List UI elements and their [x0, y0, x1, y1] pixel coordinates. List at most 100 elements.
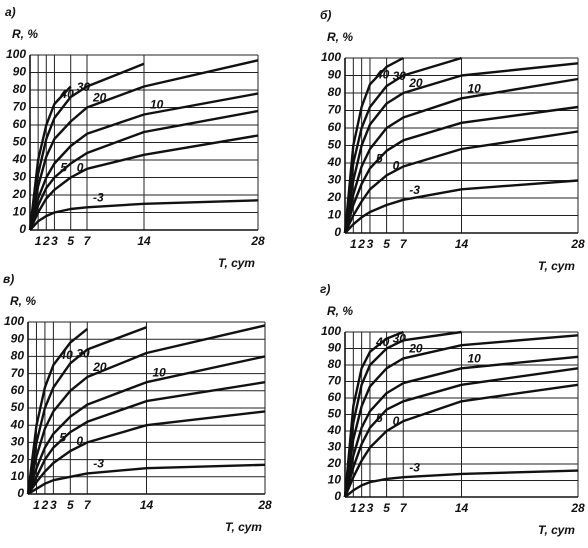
y-tick-label: 70 [11, 366, 25, 380]
curve-label: 30 [393, 332, 407, 346]
curve-label: 40 [58, 348, 73, 362]
y-tick-label: 30 [13, 170, 27, 184]
curve [26, 327, 89, 495]
curve-label: 5 [60, 161, 67, 175]
x-tick-label: 3 [367, 237, 374, 251]
y-tick-label: 90 [328, 68, 342, 82]
x-tick-label: 5 [383, 237, 390, 251]
y-tick-label: 40 [327, 155, 342, 169]
y-tick-label: 20 [10, 452, 25, 466]
curve [343, 105, 579, 234]
curve [26, 355, 266, 495]
y-tick-label: 100 [6, 47, 26, 61]
y-tick-label: 30 [328, 440, 342, 454]
x-tick-label: 1 [350, 501, 357, 515]
curve-label: 0 [77, 161, 84, 175]
y-tick-label: 0 [19, 222, 26, 236]
curve [27, 410, 266, 495]
y-tick-label: 50 [13, 135, 27, 149]
curve [28, 62, 145, 231]
y-tick-label: 20 [327, 456, 342, 470]
curve [343, 62, 579, 234]
y-tick-label: 40 [12, 152, 27, 166]
y-tick-label: 50 [328, 407, 342, 421]
curve-label: 0 [393, 414, 400, 428]
curve [27, 463, 266, 496]
curve [26, 381, 266, 495]
y-tick-label: 60 [11, 383, 25, 397]
y-tick-label: 100 [321, 324, 341, 338]
curve-label: 40 [375, 67, 390, 81]
x-tick-label: 7 [84, 234, 92, 248]
curve-label: 20 [408, 342, 423, 356]
curve-label: 20 [92, 360, 107, 374]
curve-label: 10 [153, 365, 167, 379]
y-tick-label: 50 [328, 138, 342, 152]
y-axis-label: R, % [327, 30, 353, 44]
curve-label: 10 [468, 81, 482, 95]
x-tick-label: 5 [67, 498, 74, 512]
x-tick-label: 28 [250, 234, 265, 248]
curve-label: 20 [92, 91, 107, 105]
curve [343, 334, 579, 498]
x-tick-label: 14 [455, 501, 469, 515]
curve [343, 367, 579, 498]
x-tick-label: 28 [570, 237, 585, 251]
y-tick-label: 0 [334, 489, 341, 503]
curve-label: 10 [150, 98, 164, 112]
curve [28, 134, 259, 231]
x-tick-label: 1 [350, 237, 357, 251]
y-tick-label: 20 [327, 190, 342, 204]
x-tick-label: 1 [35, 234, 42, 248]
y-tick-label: 30 [328, 173, 342, 187]
y-tick-label: 20 [12, 187, 27, 201]
y-tick-label: 100 [4, 314, 24, 328]
curve-label: -3 [93, 190, 104, 204]
curve-label: 40 [59, 87, 74, 101]
y-axis-label: R, % [327, 304, 353, 318]
x-axis-label: T, сут [225, 520, 262, 534]
curve-label: 5 [376, 411, 383, 425]
x-tick-label: 2 [41, 498, 49, 512]
curve [343, 56, 404, 234]
x-tick-label: 14 [137, 234, 151, 248]
x-tick-label: 5 [383, 501, 390, 515]
y-tick-label: 40 [10, 417, 25, 431]
x-axis-label: T, сут [538, 259, 575, 273]
curve [343, 130, 579, 234]
panel-label: а) [5, 5, 16, 19]
y-tick-label: 100 [321, 50, 341, 64]
curve [28, 85, 72, 231]
y-tick-label: 10 [328, 473, 342, 487]
curve-label: 20 [408, 76, 423, 90]
x-tick-label: 3 [51, 234, 58, 248]
curve-label: 30 [76, 346, 90, 360]
y-tick-label: 30 [11, 435, 25, 449]
curve [343, 355, 579, 498]
curve [28, 59, 259, 231]
panel-label: в) [3, 272, 14, 286]
y-tick-label: 60 [13, 117, 27, 131]
curve [343, 330, 404, 498]
curve [26, 326, 147, 495]
curve [26, 324, 266, 495]
y-tick-label: 0 [17, 486, 24, 500]
panel-label: б) [320, 8, 331, 22]
x-tick-label: 28 [570, 501, 585, 515]
y-tick-label: 60 [328, 390, 342, 404]
y-tick-label: 90 [328, 341, 342, 355]
x-tick-label: 5 [67, 234, 74, 248]
x-tick-label: 2 [357, 501, 365, 515]
curve-label: 0 [393, 158, 400, 172]
x-tick-label: 2 [357, 237, 365, 251]
y-tick-label: 90 [11, 331, 25, 345]
y-tick-label: 80 [11, 349, 25, 363]
x-axis-label: T, сут [218, 256, 255, 270]
y-tick-label: 60 [328, 120, 342, 134]
y-tick-label: 10 [328, 208, 342, 222]
y-tick-label: 10 [11, 469, 25, 483]
curve-label: 40 [375, 335, 390, 349]
y-tick-label: 40 [327, 423, 342, 437]
curve [29, 199, 259, 231]
